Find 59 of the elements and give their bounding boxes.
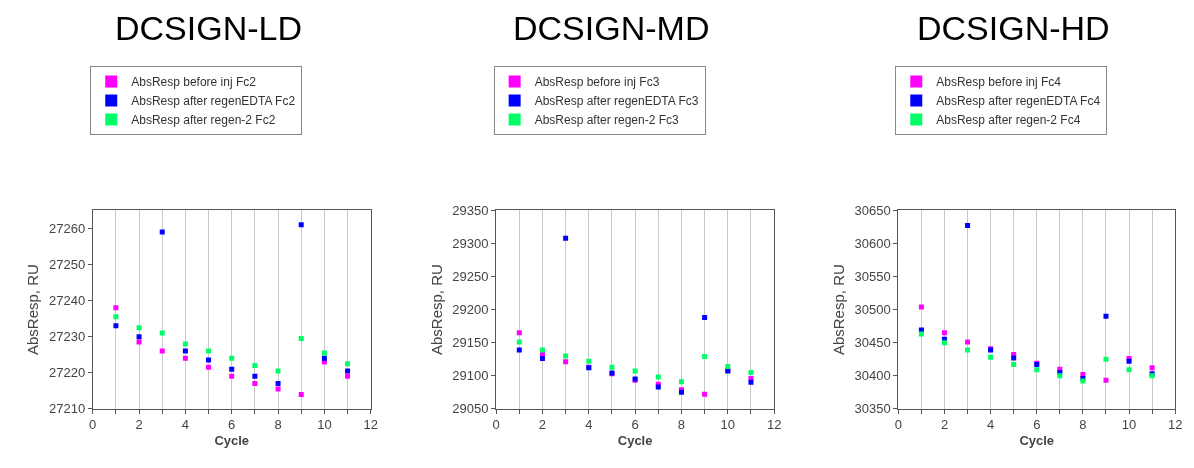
- x-tick-label: 10: [317, 417, 332, 433]
- x-tick-label: 10: [1121, 417, 1137, 433]
- x-tick-label: 6: [631, 417, 639, 433]
- x-tick-label: 0: [89, 417, 97, 433]
- y-tick-label: 30450: [854, 335, 891, 351]
- y-axis-title: AbsResp, RU: [427, 264, 445, 356]
- y-tick-label: 30500: [854, 302, 891, 318]
- y-tick-label: 29150: [452, 335, 489, 351]
- y-tick-label: 29300: [452, 236, 489, 252]
- x-tick-label: 12: [363, 417, 378, 433]
- x-axis-title: Cycle: [1019, 433, 1055, 449]
- y-axis-title: AbsResp, RU: [829, 264, 847, 356]
- chart-title: DCSIGN-HD: [917, 9, 1110, 47]
- x-tick-label: 6: [1033, 417, 1041, 433]
- y-tick-label: 27230: [48, 329, 86, 345]
- legend-label: AbsResp before inj Fc2: [131, 75, 257, 90]
- y-tick-label: 29350: [452, 202, 489, 218]
- y-tick-label: 27240: [48, 293, 86, 309]
- y-tick-label: 29250: [452, 269, 489, 285]
- y-tick-label: 29100: [452, 368, 489, 384]
- legend-label: AbsResp after regenEDTA Fc2: [131, 94, 296, 109]
- x-tick-label: 6: [228, 417, 236, 433]
- x-tick-label: 8: [274, 417, 282, 433]
- x-tick-label: 2: [538, 417, 547, 433]
- chart-title: DCSIGN-MD: [513, 9, 710, 47]
- x-tick-label: 0: [894, 417, 902, 433]
- x-tick-label: 8: [1079, 417, 1087, 433]
- legend-label: AbsResp after regen-2 Fc3: [534, 113, 680, 128]
- x-tick-label: 0: [492, 417, 500, 433]
- x-tick-label: 8: [677, 417, 686, 433]
- x-axis-title: Cycle: [617, 433, 653, 449]
- x-tick-label: 2: [940, 417, 949, 433]
- chart-title: DCSIGN-LD: [115, 9, 303, 47]
- y-tick-label: 29050: [452, 401, 489, 417]
- x-axis-title: Cycle: [214, 433, 250, 449]
- y-tick-label: 30600: [854, 236, 891, 252]
- y-tick-label: 30650: [854, 202, 891, 218]
- legend-label: AbsResp after regen-2 Fc2: [131, 113, 276, 128]
- legend-label: AbsResp before inj Fc4: [936, 75, 1062, 90]
- legend-label: AbsResp after regenEDTA Fc4: [936, 94, 1101, 109]
- x-tick-label: 12: [766, 417, 782, 433]
- x-tick-label: 4: [987, 417, 995, 433]
- y-tick-label: 27260: [48, 220, 86, 236]
- y-tick-label: 27210: [48, 401, 86, 417]
- legend-label: AbsResp before inj Fc3: [534, 75, 660, 90]
- y-tick-label: 30550: [854, 269, 891, 285]
- x-tick-label: 2: [135, 417, 143, 433]
- x-tick-label: 4: [181, 417, 190, 433]
- y-tick-label: 30400: [854, 368, 891, 384]
- y-tick-label: 29200: [452, 302, 489, 318]
- x-tick-label: 12: [1167, 417, 1183, 433]
- y-tick-label: 30350: [854, 401, 891, 417]
- y-tick-label: 27250: [48, 257, 86, 273]
- legend-label: AbsResp after regenEDTA Fc3: [534, 94, 699, 109]
- x-tick-label: 10: [720, 417, 736, 433]
- y-tick-label: 27220: [48, 365, 86, 381]
- legend-label: AbsResp after regen-2 Fc4: [936, 113, 1081, 128]
- x-tick-label: 4: [585, 417, 593, 433]
- y-axis-title: AbsResp, RU: [24, 264, 42, 356]
